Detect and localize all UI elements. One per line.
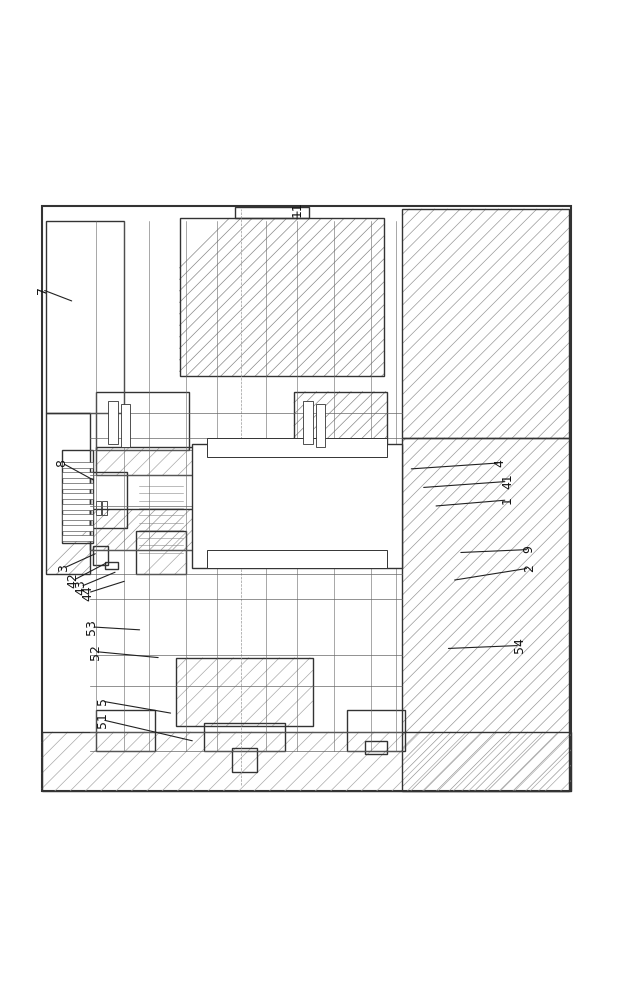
Text: 44: 44 [81, 585, 95, 601]
Bar [90, 509, 399, 550]
Text: 8: 8 [55, 459, 69, 467]
Bar [102, 501, 107, 515]
Text: 41: 41 [501, 474, 514, 489]
Bar [108, 401, 118, 444]
Text: 11: 11 [290, 201, 304, 217]
Bar [294, 392, 387, 450]
Bar [62, 472, 93, 478]
Bar [365, 741, 387, 754]
Bar [402, 438, 569, 791]
Bar [402, 209, 569, 438]
Text: 42: 42 [66, 573, 80, 588]
Bar [96, 447, 387, 475]
Bar [90, 472, 127, 528]
Bar [62, 514, 93, 520]
Bar [207, 438, 387, 457]
Bar [62, 450, 93, 543]
Text: 4: 4 [493, 459, 507, 467]
Text: 5: 5 [95, 697, 109, 705]
Bar [46, 221, 124, 413]
Bar [62, 504, 93, 510]
Bar [96, 392, 189, 450]
Bar [96, 501, 101, 515]
Bar [303, 401, 313, 444]
Bar [192, 444, 402, 568]
Bar [180, 218, 384, 376]
Bar [46, 413, 90, 574]
Bar [93, 546, 108, 565]
Text: 7: 7 [35, 286, 49, 294]
Bar [62, 525, 93, 531]
Text: 52: 52 [89, 644, 103, 660]
Bar [232, 748, 257, 772]
Text: 51: 51 [95, 712, 109, 728]
Bar [96, 710, 155, 751]
Text: 53: 53 [85, 619, 98, 635]
Text: 9: 9 [522, 546, 536, 553]
Bar [62, 535, 93, 541]
Bar [347, 710, 405, 751]
Bar [105, 562, 118, 569]
Bar [207, 550, 387, 568]
Bar [136, 531, 186, 574]
Text: 2: 2 [522, 564, 536, 572]
Bar [204, 723, 285, 751]
Text: 54: 54 [513, 638, 527, 653]
Bar [62, 493, 93, 499]
Bar [42, 732, 571, 791]
Bar [121, 404, 130, 447]
Bar [316, 404, 325, 447]
Bar [62, 483, 93, 489]
Text: 43: 43 [74, 579, 87, 595]
Bar [176, 658, 313, 726]
Text: 3: 3 [57, 564, 71, 572]
Text: 1: 1 [501, 496, 514, 504]
Bar [42, 206, 571, 791]
Bar [235, 207, 310, 218]
Bar [62, 462, 93, 468]
